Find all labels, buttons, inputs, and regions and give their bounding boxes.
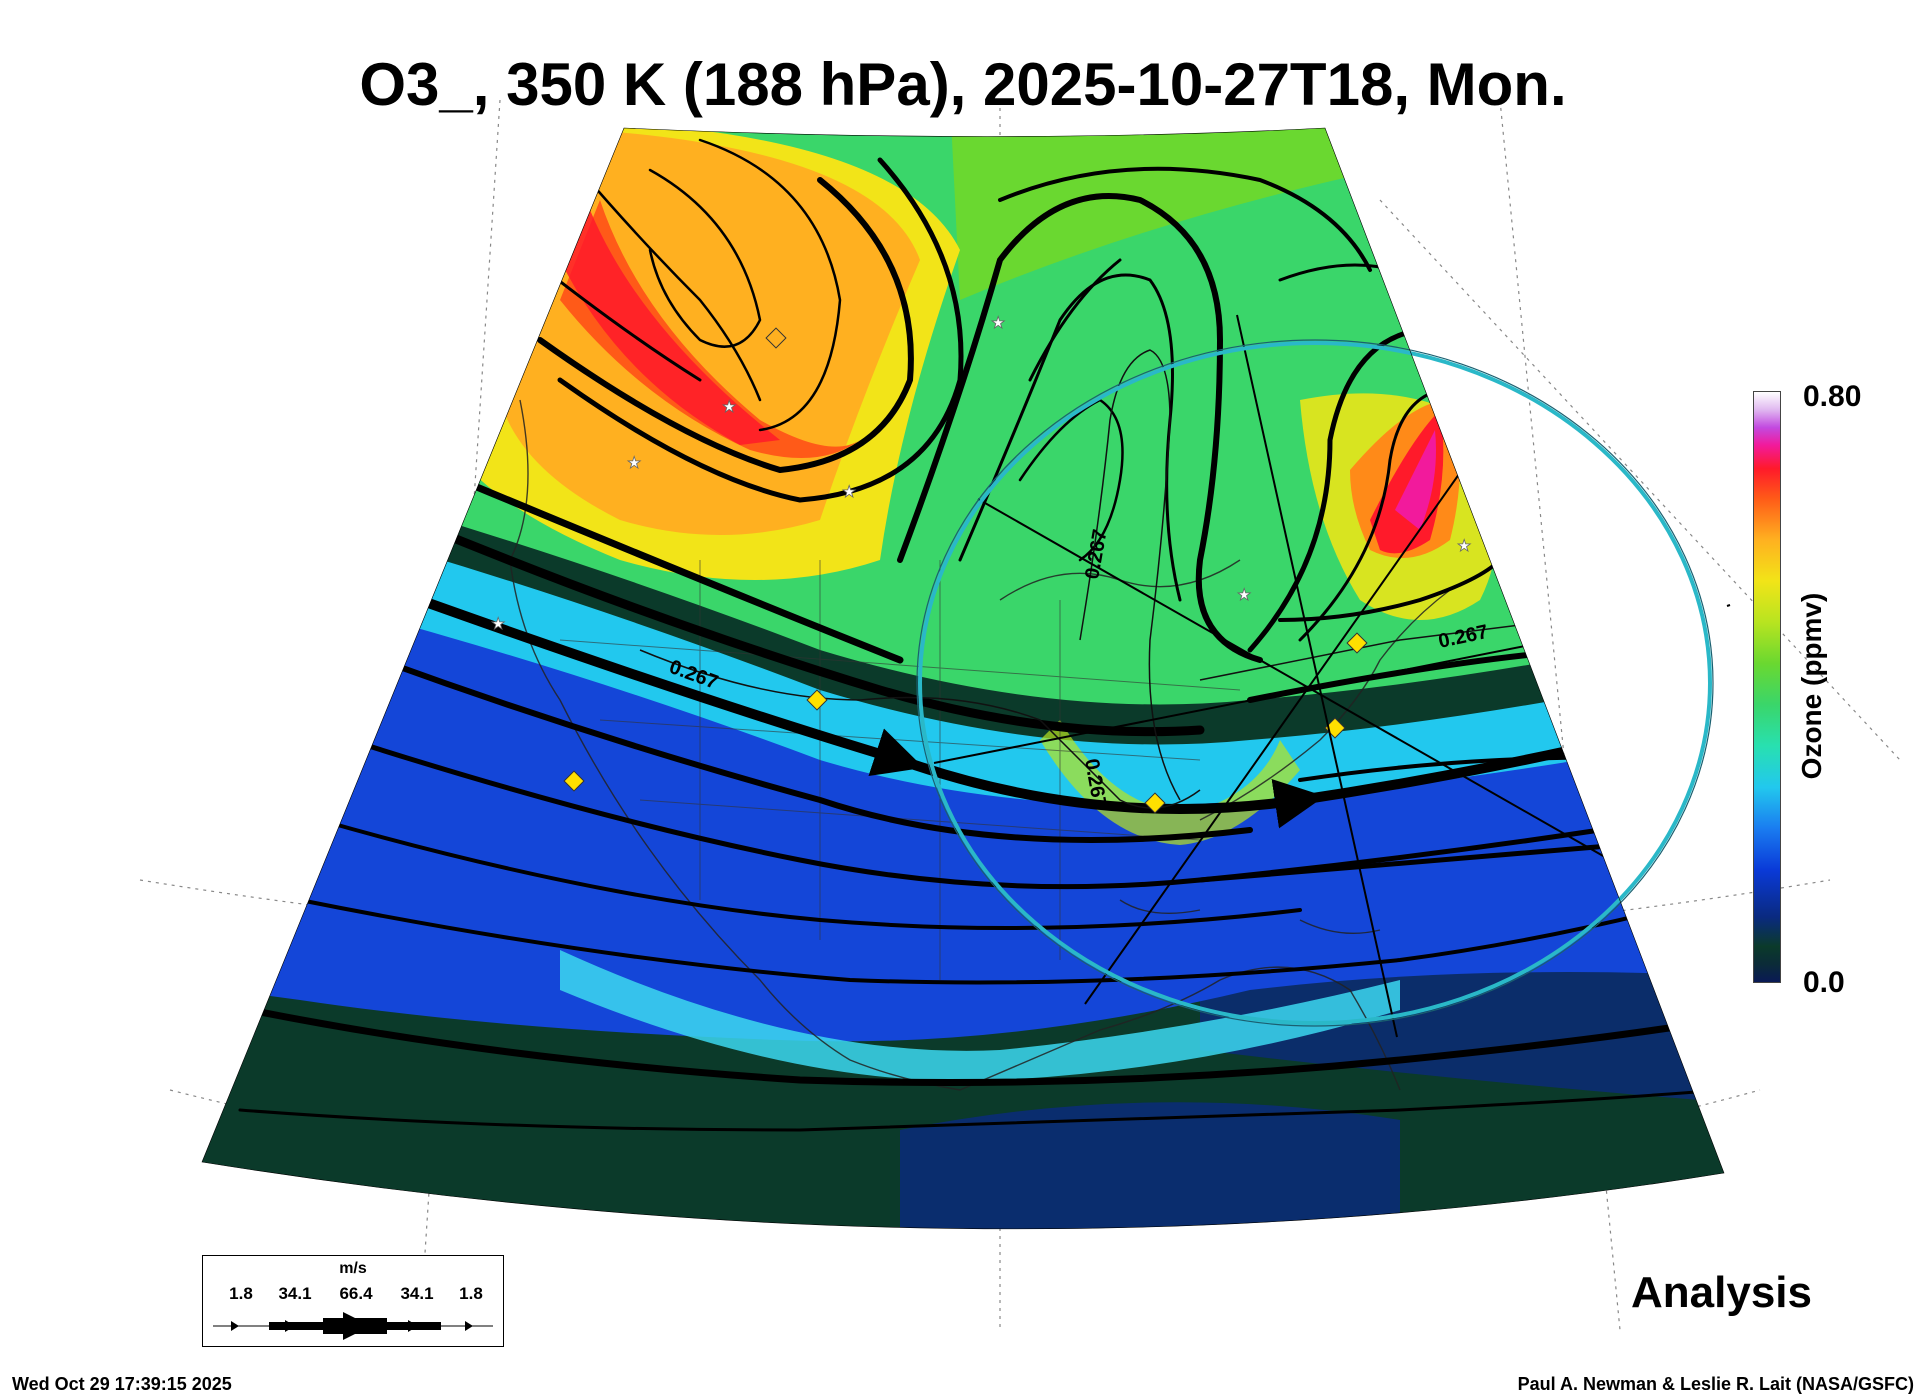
wind-legend-value: 66.4 [339,1284,373,1303]
cross-section-lines-outer [1726,604,1731,607]
svg-text:★: ★ [491,614,505,633]
wind-legend-value: 34.1 [278,1284,312,1303]
colorbar-min-label: 0.0 [1803,966,1845,999]
colorbar-title: Ozone (ppmv) [1796,592,1827,780]
wind-legend-value: 34.1 [400,1284,434,1303]
svg-text:☆: ☆ [1449,321,1463,340]
svg-text:★: ★ [627,453,641,472]
ozone-contour [639,349,1561,809]
svg-text:★: ★ [991,313,1005,332]
wind-legend: m/s 1.8 34.1 66.4 34.1 1.8 [202,1255,504,1347]
colorbar-max-label: 0.80 [1803,380,1862,413]
wind-streamlines [238,138,1724,1132]
wind-legend-arrows [213,1312,493,1340]
ozone-field: ★ ★ ★ ★ ★ ★ ★ ☆ [202,128,1724,1229]
chart-title: O3_, 350 K (188 hPa), 2025-10-27T18, Mon… [359,51,1567,118]
credit-line: Paul A. Newman & Leslie R. Lait (NASA/GS… [1517,1374,1914,1394]
wind-legend-value: 1.8 [229,1284,253,1303]
svg-text:★: ★ [722,397,736,416]
timestamp: Wed Oct 29 17:39:15 2025 [12,1374,232,1394]
svg-text:★: ★ [1237,585,1251,604]
wind-legend-units: m/s [339,1260,367,1277]
highlight-circle [918,341,1712,1025]
svg-text:★: ★ [842,482,856,501]
panel-label: Analysis [1631,1268,1812,1317]
colorbar [1753,391,1781,983]
wind-legend-value: 1.8 [459,1284,483,1303]
svg-text:★: ★ [1457,536,1471,555]
map-border [201,127,1725,1230]
